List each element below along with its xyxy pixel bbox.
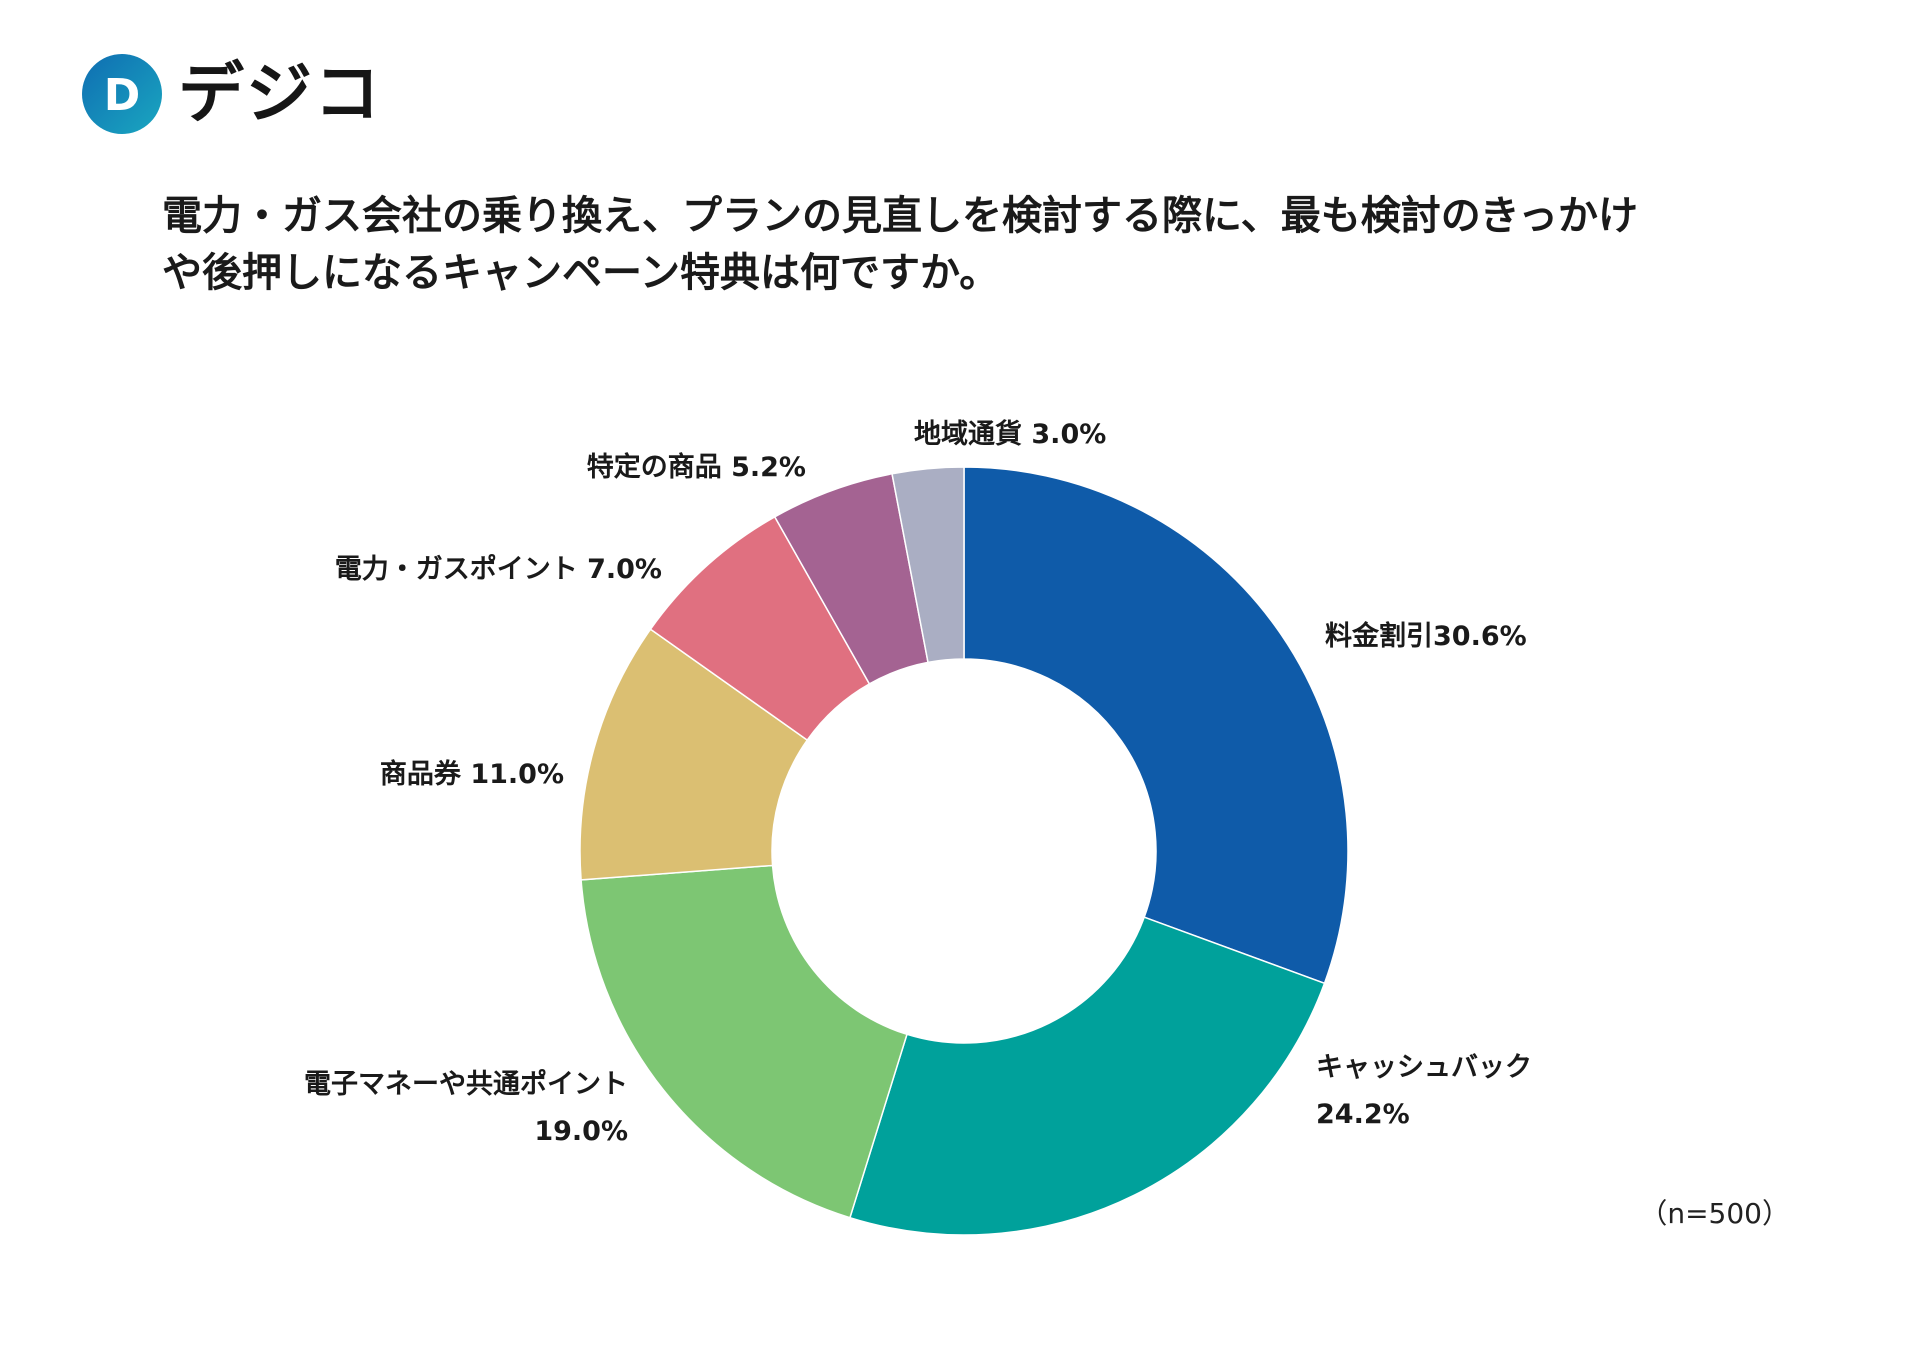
slice-label-1: 料金割引30.6%: [1325, 620, 1527, 652]
slice-label-6: 特定の商品 5.2%: [587, 451, 806, 483]
donut-slice-1: [963, 466, 1349, 985]
donut-slice-3: [580, 864, 908, 1219]
sample-size-note: （n=500）: [1639, 1197, 1790, 1230]
donut-slice-7: [891, 466, 965, 664]
title-line-2: や後押しになるキャンペーン特典は何ですか。: [162, 250, 1000, 296]
slice-label-5: 電力・ガスポイント 7.0%: [335, 554, 662, 585]
chart-title: 電力・ガス会社の乗り換え、プランの見直しを検討する際に、最も検討のきっかけ や後…: [162, 188, 1762, 302]
brand-logo: D デジコ: [80, 52, 382, 136]
donut-slice-2: [848, 916, 1326, 1236]
slice-label-4: 商品券 11.0%: [380, 758, 564, 790]
slice-label-2: キャッシュバック: [1316, 1052, 1532, 1083]
logo-mark-icon: D: [82, 54, 162, 134]
donut-slice-4: [579, 628, 809, 881]
slice-value-2: 24.2%: [1316, 1099, 1410, 1130]
slice-label-7: 地域通貨 3.0%: [914, 418, 1106, 450]
slice-label-3: 電子マネーや共通ポイント: [304, 1069, 628, 1100]
brand-name: デジコ: [178, 55, 382, 132]
logo-mark-letter: D: [104, 70, 141, 121]
title-line-1: 電力・ガス会社の乗り換え、プランの見直しを検討する際に、最も検討のきっかけ: [162, 193, 1638, 239]
slice-value-3: 19.0%: [534, 1116, 628, 1147]
